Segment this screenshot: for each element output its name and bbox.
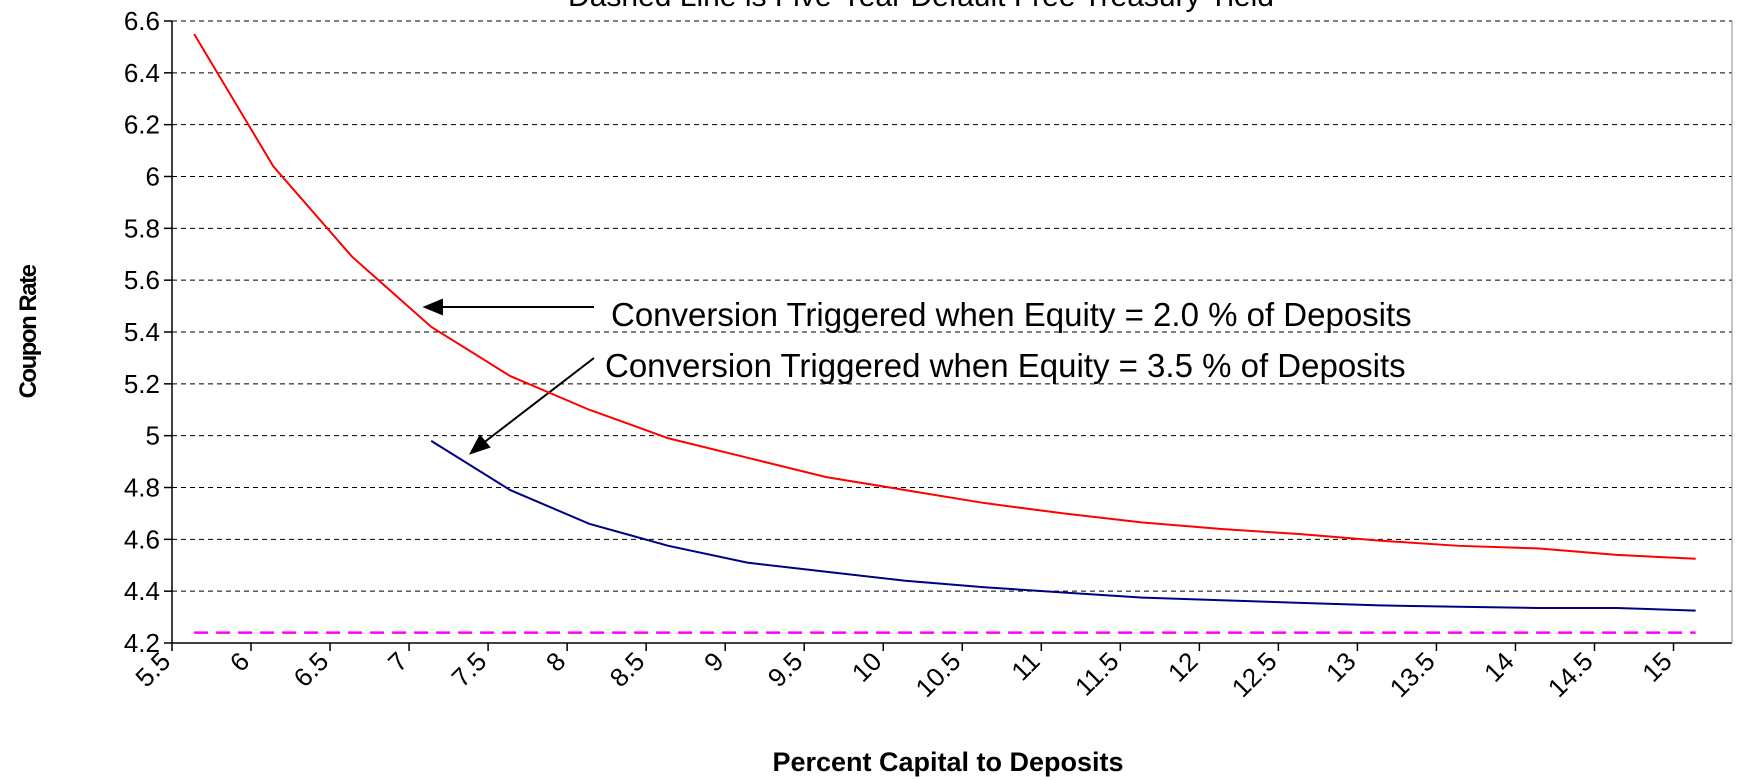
x-tick-label: 12.5 bbox=[1226, 646, 1283, 703]
y-tick-label: 4.2 bbox=[124, 628, 160, 658]
x-tick-label: 15 bbox=[1636, 646, 1678, 688]
x-tick-label: 9.5 bbox=[762, 646, 809, 693]
line-series bbox=[430, 440, 1696, 612]
x-tick-label: 10 bbox=[846, 646, 888, 688]
y-tick-label: 4.8 bbox=[124, 473, 160, 503]
x-tick-label: 6.5 bbox=[288, 646, 335, 693]
y-tick-label: 6.4 bbox=[124, 58, 160, 88]
x-tick-label: 13.5 bbox=[1384, 646, 1441, 703]
y-tick-label: 5.4 bbox=[124, 317, 160, 347]
x-tick-label: 12 bbox=[1162, 646, 1204, 688]
y-tick-label: 5.8 bbox=[124, 213, 160, 243]
y-tick-label: 4.4 bbox=[124, 576, 160, 606]
y-tick-label: 5.6 bbox=[124, 265, 160, 295]
arrow-head bbox=[422, 298, 443, 316]
x-tick-label: 10.5 bbox=[910, 646, 967, 703]
x-axis-label: Percent Capital to Deposits bbox=[772, 747, 1123, 777]
chart-title: Dashed Line is Five-Year Default Free Tr… bbox=[568, 0, 1274, 13]
annotation: Conversion Triggered when Equity = 3.5 %… bbox=[605, 347, 1406, 384]
y-tick-label: 6 bbox=[146, 162, 160, 192]
x-tick-label: 11 bbox=[1005, 646, 1045, 686]
line-series bbox=[193, 33, 1696, 560]
y-tick-label: 4.6 bbox=[124, 524, 160, 554]
y-axis-label: Coupon Rate bbox=[15, 264, 42, 398]
x-tick-label: 14.5 bbox=[1542, 646, 1599, 703]
annotation-arrows bbox=[422, 298, 595, 455]
x-tick-label: 11.5 bbox=[1069, 646, 1125, 702]
arrow-line bbox=[481, 357, 595, 445]
x-tick-label: 14 bbox=[1478, 646, 1520, 688]
y-tick-label: 6.2 bbox=[124, 110, 160, 140]
x-tick-label: 13 bbox=[1320, 646, 1362, 688]
y-tick-label: 5 bbox=[146, 421, 160, 451]
annotation: Conversion Triggered when Equity = 2.0 %… bbox=[611, 296, 1412, 333]
x-tick-label: 8.5 bbox=[604, 646, 651, 693]
x-tick-label: 7.5 bbox=[446, 646, 493, 693]
y-tick-label: 5.2 bbox=[124, 369, 160, 399]
y-tick-label: 6.6 bbox=[124, 6, 160, 36]
arrow-head bbox=[468, 434, 491, 455]
